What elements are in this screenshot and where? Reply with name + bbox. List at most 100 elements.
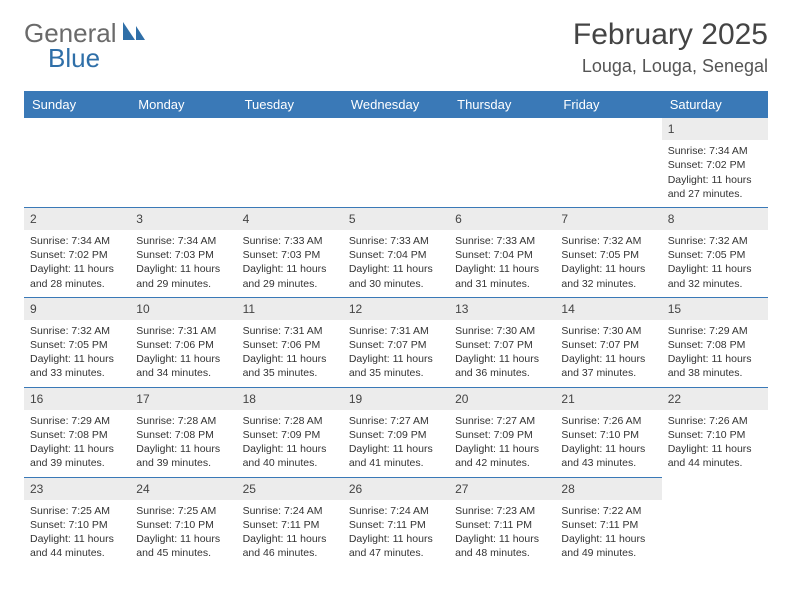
calendar-day-cell xyxy=(449,118,555,207)
day-number: 11 xyxy=(237,298,343,320)
day-number: 8 xyxy=(662,208,768,230)
sunrise-text: Sunrise: 7:27 AM xyxy=(455,414,549,428)
sunrise-text: Sunrise: 7:32 AM xyxy=(668,234,762,248)
day-number: 13 xyxy=(449,298,555,320)
calendar-day-cell: 7Sunrise: 7:32 AMSunset: 7:05 PMDaylight… xyxy=(555,207,661,297)
day-number: 12 xyxy=(343,298,449,320)
day-number: 27 xyxy=(449,478,555,500)
sunrise-text: Sunrise: 7:31 AM xyxy=(136,324,230,338)
sunset-text: Sunset: 7:10 PM xyxy=(668,428,762,442)
day-number: 14 xyxy=(555,298,661,320)
calendar-day-cell xyxy=(343,118,449,207)
sunrise-text: Sunrise: 7:32 AM xyxy=(561,234,655,248)
daylight-text: Daylight: 11 hours and 39 minutes. xyxy=(136,442,230,470)
day-number: 1 xyxy=(662,118,768,140)
calendar-table: Sunday Monday Tuesday Wednesday Thursday… xyxy=(24,91,768,566)
sunrise-text: Sunrise: 7:25 AM xyxy=(136,504,230,518)
daylight-text: Daylight: 11 hours and 49 minutes. xyxy=(561,532,655,560)
sunset-text: Sunset: 7:02 PM xyxy=(668,158,762,172)
daylight-text: Daylight: 11 hours and 28 minutes. xyxy=(30,262,124,290)
sunset-text: Sunset: 7:05 PM xyxy=(668,248,762,262)
day-number: 6 xyxy=(449,208,555,230)
weekday-header: Thursday xyxy=(449,91,555,118)
sunset-text: Sunset: 7:02 PM xyxy=(30,248,124,262)
calendar-day-cell: 25Sunrise: 7:24 AMSunset: 7:11 PMDayligh… xyxy=(237,477,343,566)
calendar-day-cell: 9Sunrise: 7:32 AMSunset: 7:05 PMDaylight… xyxy=(24,297,130,387)
daylight-text: Daylight: 11 hours and 29 minutes. xyxy=(243,262,337,290)
day-number: 3 xyxy=(130,208,236,230)
daylight-text: Daylight: 11 hours and 32 minutes. xyxy=(668,262,762,290)
calendar-week-row: 23Sunrise: 7:25 AMSunset: 7:10 PMDayligh… xyxy=(24,477,768,566)
sunset-text: Sunset: 7:08 PM xyxy=(668,338,762,352)
calendar-day-cell: 10Sunrise: 7:31 AMSunset: 7:06 PMDayligh… xyxy=(130,297,236,387)
daylight-text: Daylight: 11 hours and 41 minutes. xyxy=(349,442,443,470)
calendar-day-cell xyxy=(24,118,130,207)
sunset-text: Sunset: 7:11 PM xyxy=(243,518,337,532)
weekday-header-row: Sunday Monday Tuesday Wednesday Thursday… xyxy=(24,91,768,118)
day-number: 15 xyxy=(662,298,768,320)
daylight-text: Daylight: 11 hours and 35 minutes. xyxy=(349,352,443,380)
daylight-text: Daylight: 11 hours and 37 minutes. xyxy=(561,352,655,380)
calendar-day-cell: 20 Sunrise: 7:27 AMSunset: 7:09 PMDayligh… xyxy=(449,387,555,477)
daylight-text: Daylight: 11 hours and 43 minutes. xyxy=(561,442,655,470)
day-number: 24 xyxy=(130,478,236,500)
weekday-header: Friday xyxy=(555,91,661,118)
sunrise-text: Sunrise: 7:31 AM xyxy=(349,324,443,338)
calendar-day-cell: 3Sunrise: 7:34 AMSunset: 7:03 PMDaylight… xyxy=(130,207,236,297)
sunrise-text: Sunrise: 7:26 AM xyxy=(561,414,655,428)
calendar-week-row: 1Sunrise: 7:34 AMSunset: 7:02 PMDaylight… xyxy=(24,118,768,207)
daylight-text: Daylight: 11 hours and 39 minutes. xyxy=(30,442,124,470)
daylight-text: Daylight: 11 hours and 47 minutes. xyxy=(349,532,443,560)
sunrise-text: Sunrise: 7:34 AM xyxy=(30,234,124,248)
weekday-header: Saturday xyxy=(662,91,768,118)
calendar-day-cell: 21Sunrise: 7:26 AMSunset: 7:10 PMDayligh… xyxy=(555,387,661,477)
sunrise-text: Sunrise: 7:28 AM xyxy=(136,414,230,428)
page-header: General Blue February 2025 Louga, Louga,… xyxy=(24,18,768,77)
calendar-week-row: 16Sunrise: 7:29 AMSunset: 7:08 PMDayligh… xyxy=(24,387,768,477)
calendar-week-row: 2Sunrise: 7:34 AMSunset: 7:02 PMDaylight… xyxy=(24,207,768,297)
daylight-text: Daylight: 11 hours and 45 minutes. xyxy=(136,532,230,560)
day-number: 18 xyxy=(237,388,343,410)
calendar-day-cell: 17Sunrise: 7:28 AMSunset: 7:08 PMDayligh… xyxy=(130,387,236,477)
page-title: February 2025 xyxy=(573,18,768,52)
day-number: 20 xyxy=(449,388,555,410)
day-number: 19 xyxy=(343,388,449,410)
sunrise-text: Sunrise: 7:31 AM xyxy=(243,324,337,338)
sunset-text: Sunset: 7:07 PM xyxy=(455,338,549,352)
sunrise-text: Sunrise: 7:33 AM xyxy=(455,234,549,248)
sunset-text: Sunset: 7:06 PM xyxy=(136,338,230,352)
daylight-text: Daylight: 11 hours and 42 minutes. xyxy=(455,442,549,470)
logo: General Blue xyxy=(24,18,147,74)
daylight-text: Daylight: 11 hours and 46 minutes. xyxy=(243,532,337,560)
sunrise-text: Sunrise: 7:29 AM xyxy=(668,324,762,338)
calendar-day-cell: 28Sunrise: 7:22 AMSunset: 7:11 PMDayligh… xyxy=(555,477,661,566)
daylight-text: Daylight: 11 hours and 27 minutes. xyxy=(668,173,762,201)
calendar-week-row: 9Sunrise: 7:32 AMSunset: 7:05 PMDaylight… xyxy=(24,297,768,387)
logo-sail-icon xyxy=(121,20,147,47)
daylight-text: Daylight: 11 hours and 36 minutes. xyxy=(455,352,549,380)
sunrise-text: Sunrise: 7:22 AM xyxy=(561,504,655,518)
weekday-header: Sunday xyxy=(24,91,130,118)
calendar-day-cell: 26Sunrise: 7:24 AMSunset: 7:11 PMDayligh… xyxy=(343,477,449,566)
calendar-day-cell: 1Sunrise: 7:34 AMSunset: 7:02 PMDaylight… xyxy=(662,118,768,207)
sunset-text: Sunset: 7:09 PM xyxy=(455,428,549,442)
sunset-text: Sunset: 7:11 PM xyxy=(561,518,655,532)
calendar-day-cell: 23Sunrise: 7:25 AMSunset: 7:10 PMDayligh… xyxy=(24,477,130,566)
title-block: February 2025 Louga, Louga, Senegal xyxy=(573,18,768,77)
sunrise-text: Sunrise: 7:34 AM xyxy=(136,234,230,248)
daylight-text: Daylight: 11 hours and 29 minutes. xyxy=(136,262,230,290)
sunset-text: Sunset: 7:03 PM xyxy=(243,248,337,262)
calendar-day-cell xyxy=(237,118,343,207)
calendar-day-cell: 6Sunrise: 7:33 AMSunset: 7:04 PMDaylight… xyxy=(449,207,555,297)
daylight-text: Daylight: 11 hours and 44 minutes. xyxy=(668,442,762,470)
calendar-day-cell: 14Sunrise: 7:30 AMSunset: 7:07 PMDayligh… xyxy=(555,297,661,387)
calendar-day-cell: 15Sunrise: 7:29 AMSunset: 7:08 PMDayligh… xyxy=(662,297,768,387)
calendar-day-cell: 22Sunrise: 7:26 AMSunset: 7:10 PMDayligh… xyxy=(662,387,768,477)
sunrise-text: Sunrise: 7:24 AM xyxy=(349,504,443,518)
daylight-text: Daylight: 11 hours and 35 minutes. xyxy=(243,352,337,380)
day-number: 4 xyxy=(237,208,343,230)
calendar-day-cell: 24Sunrise: 7:25 AMSunset: 7:10 PMDayligh… xyxy=(130,477,236,566)
sunrise-text: Sunrise: 7:27 AM xyxy=(349,414,443,428)
sunset-text: Sunset: 7:10 PM xyxy=(561,428,655,442)
sunset-text: Sunset: 7:09 PM xyxy=(243,428,337,442)
